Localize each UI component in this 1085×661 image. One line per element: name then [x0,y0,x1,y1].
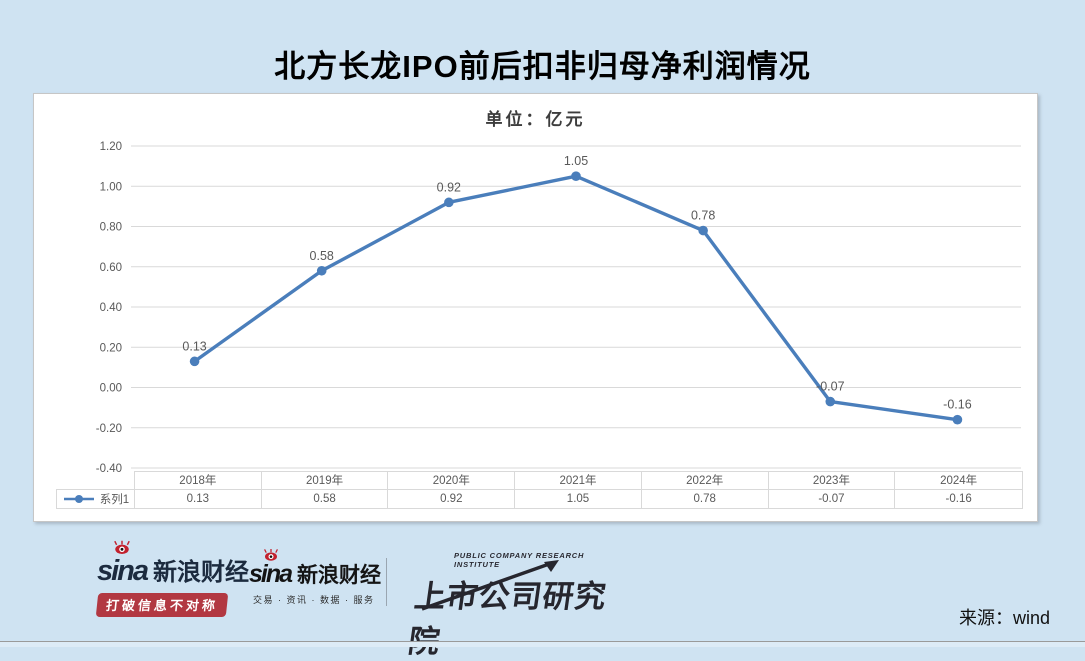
sina-eye-icon [114,540,130,554]
bottom-edge-strip [0,641,1085,647]
data-source-label: 来源：wind [958,608,1050,628]
year-header-cell: 2021年 [515,472,642,490]
y-axis-tick-label: 0.00 [100,383,122,395]
value-cell: 0.13 [135,490,262,508]
institute-chinese-name: 上市公司研究院 [406,579,610,659]
y-axis-tick-label: 0.40 [100,302,122,314]
value-cell: -0.16 [945,493,972,505]
data-point-label: 0.92 [437,180,461,194]
data-point-marker [952,414,963,425]
value-cell: 1.05 [515,490,642,508]
data-point-label: 0.13 [182,339,206,353]
value-cell: 0.58 [262,490,389,508]
year-header-cell: 2019年 [261,472,389,490]
data-point-marker [444,197,454,208]
legend: 系列1 [56,489,135,509]
y-axis-tick-label: 0.60 [100,262,122,274]
y-axis-tick-label: 1.20 [100,141,122,153]
legend-series-label: 系列1 [99,494,130,506]
data-point-marker [825,396,836,407]
sina-finance-name: 新浪财经 [297,564,382,587]
logo-divider [386,558,387,606]
y-axis-tick-label: -0.40 [96,463,122,475]
sina-finance-logo-secondary: sina 新浪财经 交易 · 资讯 · 数据 · 服务 [249,549,382,606]
y-axis-tick-label: -0.20 [96,423,122,435]
sina-finance-logo-primary: sina 新浪财经 打破信息不对称 [95,540,250,617]
value-cell: -0.07 [769,490,896,508]
sina-services-tagline: 交易 · 资讯 · 数据 · 服务 [253,595,375,605]
data-point-marker [571,171,581,181]
sina-slogan-badge: 打破信息不对称 [95,593,229,617]
data-point-marker [189,356,200,367]
chart-unit-subtitle: 单位：亿元 [485,110,586,130]
year-header-cell: 2024年 [895,472,1022,490]
line-chart: 1.20 1.00 0.80 0.60 0.40 0.20 0.00 -0.20 -0.40 0.… [96,141,1021,475]
series-line-marker-icon [63,495,94,503]
sina-wordmark: sina [249,560,293,588]
year-header-cell: 2022年 [641,472,769,490]
data-point-label: -0.07 [816,380,845,394]
year-header-cell: 2023年 [768,472,896,490]
data-point-marker [316,265,327,276]
sina-eye-icon [264,549,278,561]
value-cell: 0.78 [642,490,769,508]
data-point-label: -0.16 [943,398,972,412]
y-axis-tick-label: 0.80 [100,222,122,234]
data-point-label: 0.58 [310,249,334,263]
year-header-cell: 2020年 [388,472,516,490]
chart-panel: 单位：亿元 1.20 1.00 0.80 0.60 0.40 0.20 0.00 -0.20 -… [33,93,1038,522]
year-header-cell: 2018年 [135,472,262,490]
data-point-label: 1.05 [564,154,588,168]
y-axis-tick-label: 0.20 [100,342,122,354]
page-title: 北方长龙IPO前后扣非归母净利润情况 [274,49,811,84]
institute-english-name: PUBLIC COMPANY RESEARCH INSTITUTE [454,551,585,569]
sina-finance-name: 新浪财经 [153,559,250,586]
footer-logos: sina 新浪财经 打破信息不对称 sina 新浪财经 交易 · 资讯 · 数据… [0,540,1085,659]
data-point-marker [698,225,708,236]
y-axis-tick-label: 1.00 [100,181,122,193]
data-table: 2018年 2019年 2020年 2021年 2022年 2023年 2024年 0.13 0… [134,471,1023,509]
sina-wordmark: sina [97,555,149,587]
data-point-label: 0.78 [691,209,715,223]
value-cell: 0.92 [388,490,516,508]
